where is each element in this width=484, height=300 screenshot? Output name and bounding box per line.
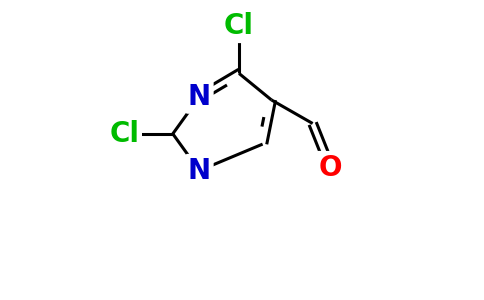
Text: Cl: Cl — [109, 120, 139, 148]
Text: Cl: Cl — [224, 12, 254, 40]
Text: O: O — [318, 154, 342, 182]
Text: N: N — [188, 83, 211, 111]
Text: N: N — [188, 157, 211, 184]
